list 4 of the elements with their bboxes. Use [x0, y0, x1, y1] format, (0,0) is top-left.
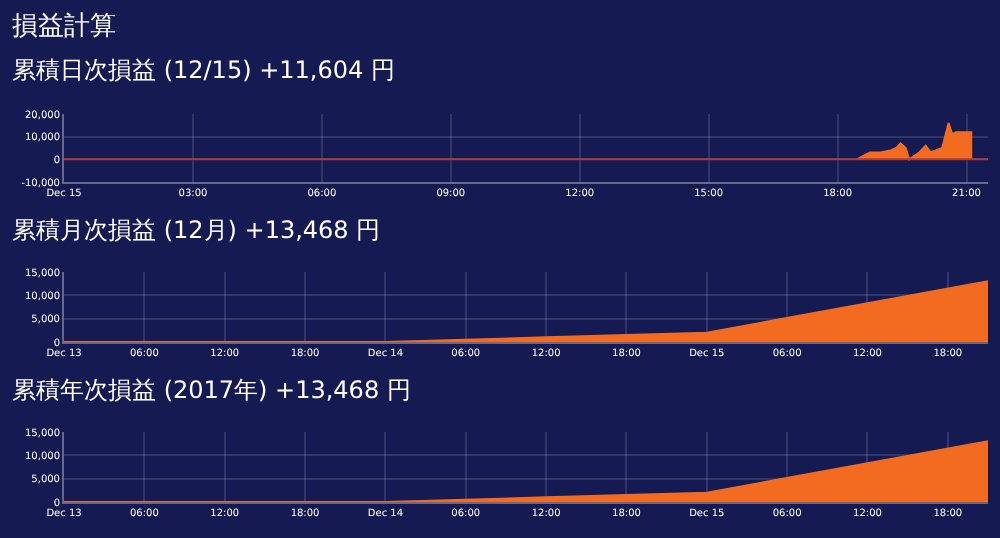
- chart-title: 損益計算: [12, 12, 116, 42]
- chart-title: 累積年次損益 (2017年) +13,468 円: [12, 376, 411, 404]
- chart-title: 累積月次損益 (12月) +13,468 円: [12, 216, 381, 244]
- chart-subtitle: 累積日次損益 (12/15) +11,604 円: [12, 56, 395, 84]
